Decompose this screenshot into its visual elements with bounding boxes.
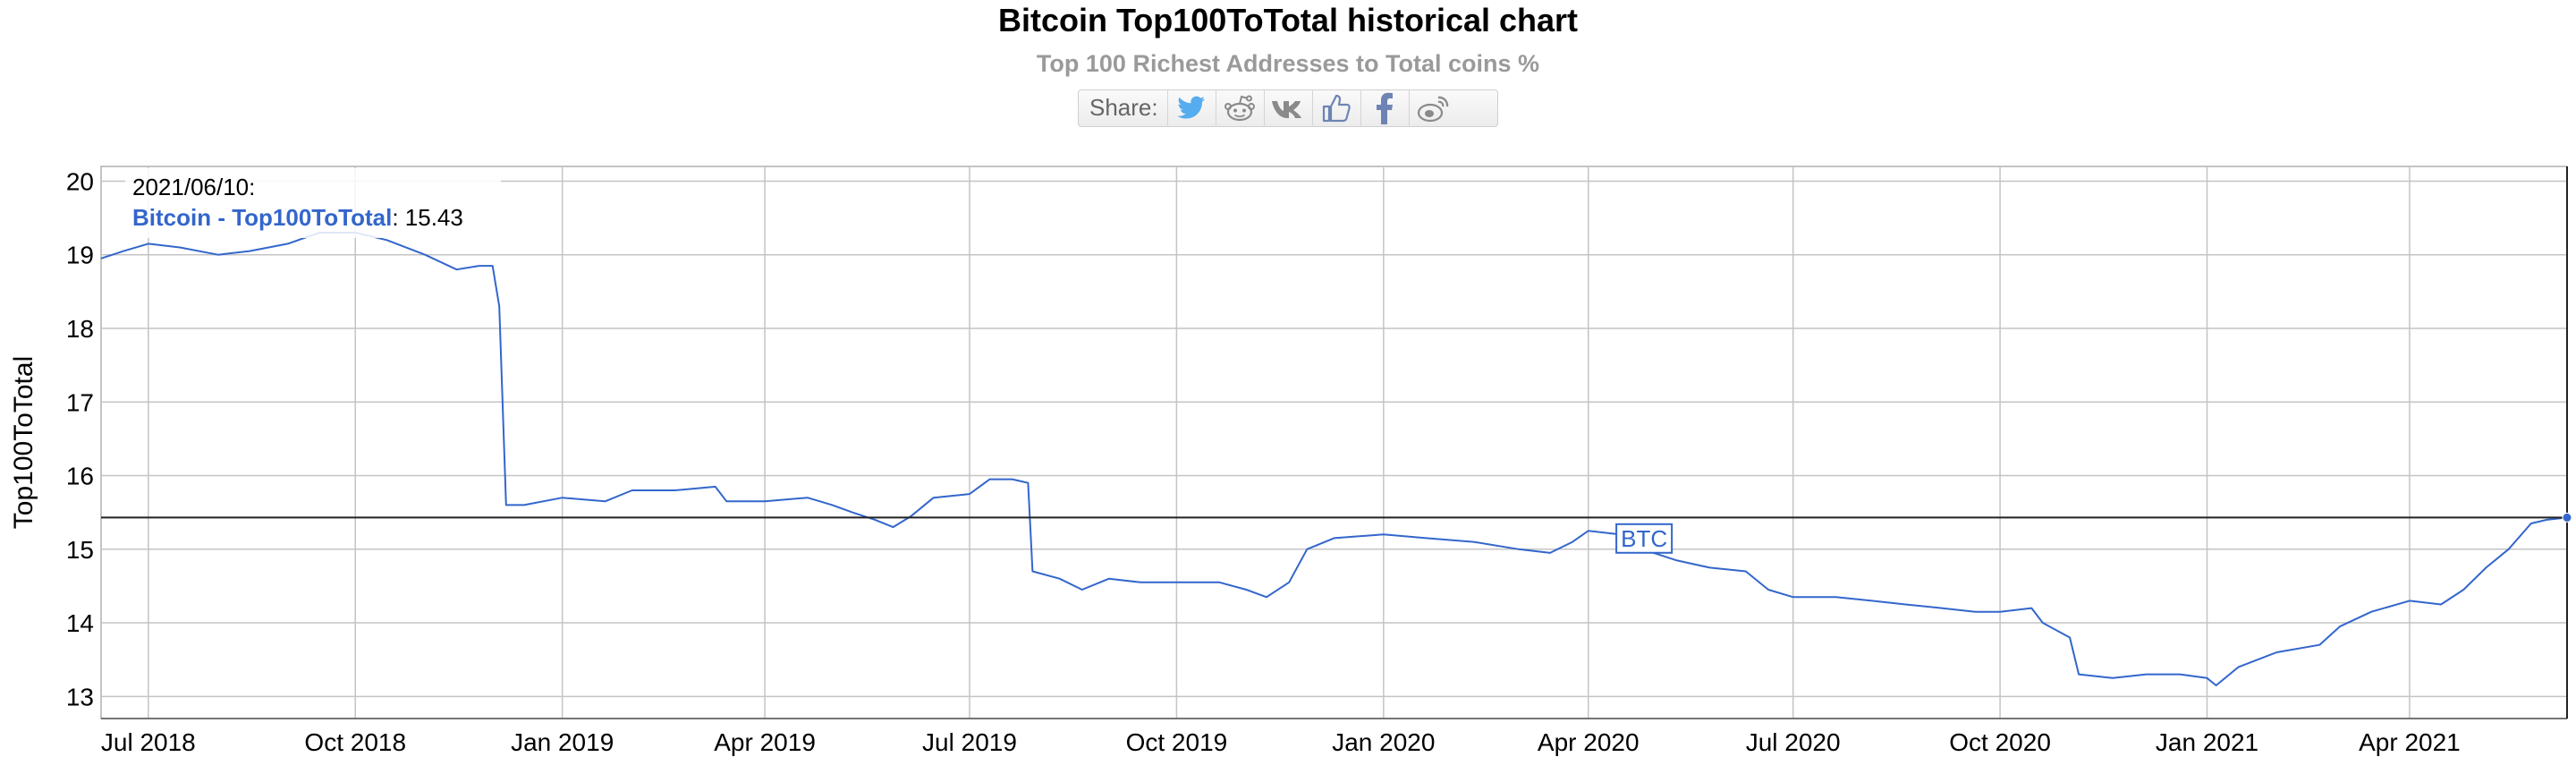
- facebook-icon: [1377, 92, 1394, 124]
- x-tick-label: Jan 2021: [2156, 728, 2258, 756]
- x-tick-label: Apr 2021: [2359, 728, 2461, 756]
- annotation[interactable]: BTC: [1615, 523, 1674, 554]
- twitter-icon: [1177, 96, 1206, 119]
- tooltip-background: [125, 168, 501, 238]
- tooltip-line: Bitcoin - Top100ToTotal: 15.43: [132, 204, 463, 231]
- share-twitter-button[interactable]: [1168, 89, 1216, 127]
- annotation-label: BTC: [1621, 525, 1667, 552]
- share-like-button[interactable]: [1313, 89, 1361, 127]
- x-tick-label: Jul 2020: [1746, 728, 1841, 756]
- y-tick-label: 15: [66, 536, 94, 564]
- reddit-icon: [1224, 95, 1256, 122]
- tooltip-value: : 15.43: [392, 204, 463, 231]
- share-bar: Share:: [1078, 89, 1498, 127]
- share-label: Share:: [1079, 89, 1168, 127]
- y-axis-label: Top100ToTotal: [9, 356, 38, 529]
- plot-frame: [100, 166, 2568, 719]
- vk-icon: [1272, 101, 1302, 118]
- tooltip-series-name: Bitcoin - Top100ToTotal: [132, 204, 392, 231]
- share-vk-button[interactable]: [1265, 89, 1313, 127]
- x-tick-label: Oct 2018: [304, 728, 406, 756]
- y-tick-label: 16: [66, 463, 94, 490]
- like-icon: [1323, 94, 1351, 123]
- x-axis-ticks: Jul 2018 Oct 2018 Jan 2019 Apr 2019 Jul 2019…: [101, 728, 2461, 756]
- y-tick-label: 18: [66, 315, 94, 343]
- y-tick-label: 14: [66, 609, 94, 637]
- x-tick-label: Apr 2020: [1538, 728, 1640, 756]
- x-tick-label: Apr 2019: [714, 728, 816, 756]
- y-tick-label: 19: [66, 242, 94, 269]
- x-tick-label: Jul 2019: [922, 728, 1017, 756]
- annotation-box[interactable]: [1615, 523, 1674, 554]
- series-layer: [100, 232, 2568, 686]
- x-tick-label: Jan 2019: [511, 728, 614, 756]
- chart-subtitle: Top 100 Richest Addresses to Total coins…: [1036, 50, 1540, 77]
- grid: [100, 166, 2568, 719]
- tooltip: 2021/06/10: Bitcoin - Top100ToTotal: 15.…: [125, 168, 501, 238]
- y-tick-label: 20: [66, 167, 94, 195]
- weibo-icon: [1417, 96, 1448, 123]
- tooltip-date: 2021/06/10:: [132, 174, 255, 200]
- chart-title: Bitcoin Top100ToTotal historical chart: [997, 2, 1579, 38]
- x-tick-label: Jan 2020: [1332, 728, 1435, 756]
- share-facebook-button[interactable]: [1361, 89, 1410, 127]
- y-tick-label: 17: [66, 388, 94, 416]
- x-tick-label: Oct 2019: [1126, 728, 1228, 756]
- x-tick-label: Jul 2018: [101, 728, 196, 756]
- series-line: [100, 232, 2568, 686]
- share-weibo-button[interactable]: [1410, 89, 1458, 127]
- crosshair: [101, 166, 2572, 719]
- y-axis-ticks: 13 14 15 16 17 18 19 20: [66, 167, 94, 710]
- crosshair-point: [2562, 512, 2572, 523]
- y-tick-label: 13: [66, 683, 94, 710]
- x-tick-label: Oct 2020: [1949, 728, 2051, 756]
- share-reddit-button[interactable]: [1216, 89, 1265, 127]
